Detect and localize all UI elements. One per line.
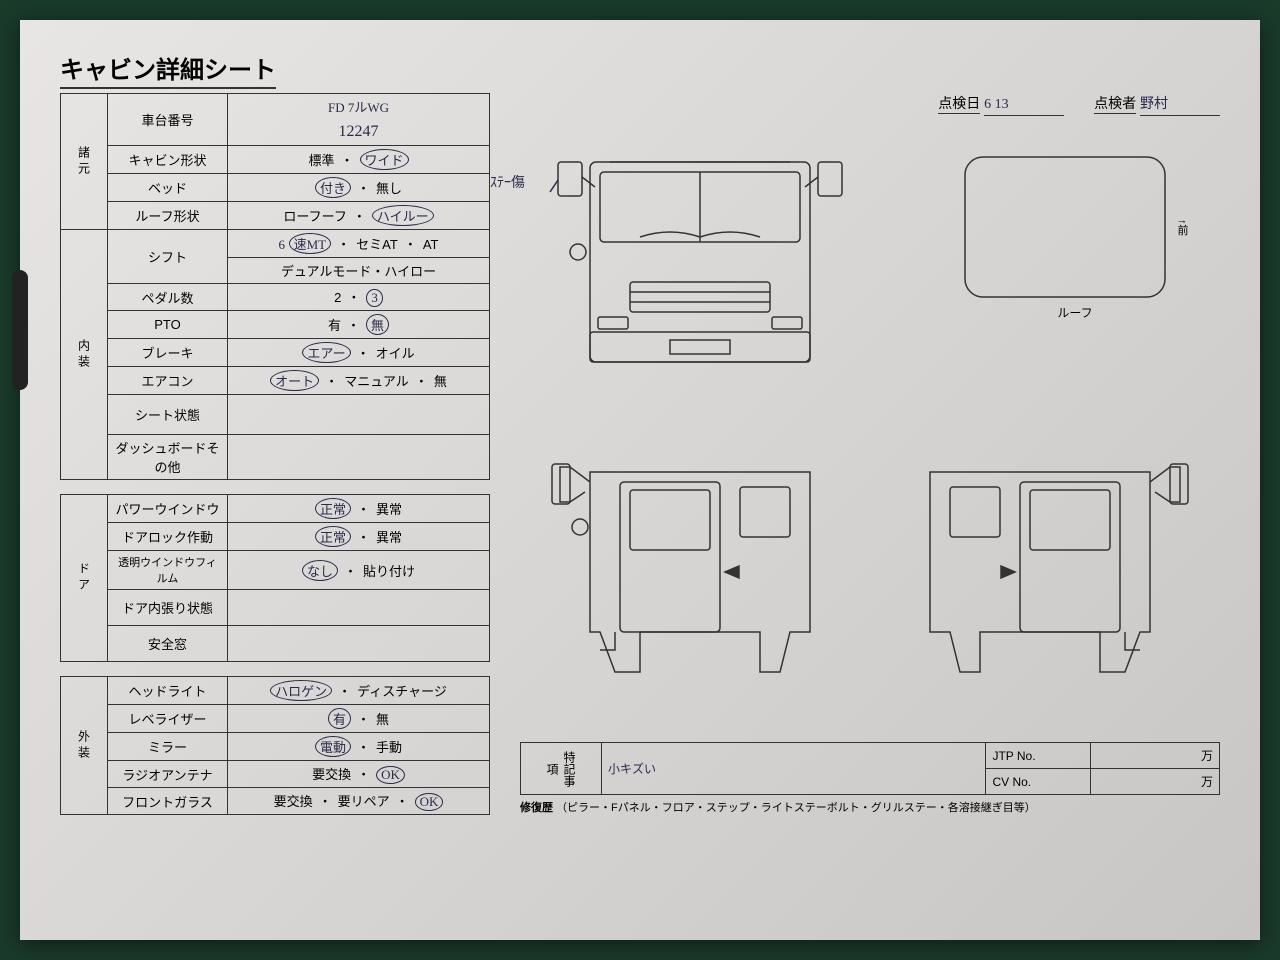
- shift-value-row1: 6 速MT・セミAT・AT: [228, 230, 490, 258]
- insp-date-label: 点検日: [938, 95, 980, 114]
- door-table: ドア パワーウインドウ 正常・異常 ドアロック作動 正常・異常 透明ウインドウフ…: [60, 494, 490, 662]
- truck-side-right-icon: [890, 432, 1210, 702]
- lock-label: ドアロック作動: [108, 523, 228, 551]
- cabin-shape-value: 標準・ワイド: [228, 146, 490, 174]
- cv-label: CV No.: [986, 769, 1091, 795]
- inspector-value: 野村: [1140, 93, 1220, 116]
- roof-diagram: ↑前 ルーフ: [960, 152, 1190, 321]
- safety-label: 安全窓: [108, 626, 228, 662]
- safety-value: [228, 626, 490, 662]
- stay-note: ｽﾃｰ傷: [490, 172, 525, 192]
- head-value: ハロゲン・ディスチャージ: [228, 677, 490, 705]
- head-label: ヘッドライト: [108, 677, 228, 705]
- shift-label: シフト: [108, 230, 228, 284]
- spec-table: 諸元 車台番号 FD 7ルWG 12247 キャビン形状 標準・ワイド ベッド …: [60, 93, 490, 480]
- roof-shape-label: ルーフ形状: [108, 202, 228, 230]
- lock-value: 正常・異常: [228, 523, 490, 551]
- inner-label: ドア内張り状態: [108, 590, 228, 626]
- notes-table: 特記事項 小キズい JTP No. 万 CV No. 万: [520, 742, 1220, 795]
- brake-value: エアー・オイル: [228, 339, 490, 367]
- insp-date-value: 6 13: [984, 97, 1064, 116]
- radio-value: 要交換・OK: [228, 761, 490, 788]
- right-column: 点検日 6 13 点検者 野村 ｽﾃｰ傷: [520, 93, 1220, 829]
- film-label: 透明ウインドウフィルム: [108, 551, 228, 590]
- cabin-shape-label: キャビン形状: [108, 146, 228, 174]
- pw-value: 正常・異常: [228, 495, 490, 523]
- dash-value: [228, 435, 490, 480]
- brake-label: ブレーキ: [108, 339, 228, 367]
- truck-roof-icon: [960, 152, 1170, 302]
- repair-label: 修復歴: [520, 802, 553, 814]
- ac-value: オート・マニュアル・無: [228, 367, 490, 395]
- bed-label: ベッド: [108, 174, 228, 202]
- notes-text: 小キズい: [608, 762, 656, 776]
- pedal-value: 2・3: [228, 284, 490, 311]
- pw-label: パワーウインドウ: [108, 495, 228, 523]
- radio-label: ラジオアンテナ: [108, 761, 228, 788]
- door-section-label: ドア: [61, 495, 108, 662]
- roof-shape-value: ローフーフ・ハイルー: [228, 202, 490, 230]
- inspector-label: 点検者: [1094, 95, 1136, 114]
- glass-value: 要交換・要リペア・OK: [228, 788, 490, 815]
- dash-label: ダッシュボードその他: [108, 435, 228, 480]
- interior-section-label: 内装: [61, 230, 108, 480]
- page-title: キャビン詳細シート: [60, 50, 276, 89]
- repair-history: 修復歴 （ピラー・Fパネル・フロア・ステップ・ライトステーボルト・グリルステー・…: [520, 799, 1220, 815]
- pto-label: PTO: [108, 311, 228, 339]
- shift-value-row2: デュアルモード・ハイロー: [228, 258, 490, 284]
- ac-label: エアコン: [108, 367, 228, 395]
- jtp-label: JTP No.: [986, 743, 1091, 769]
- mirror-label: ミラー: [108, 733, 228, 761]
- truck-front-icon: [540, 132, 860, 402]
- clipboard-clip: [12, 270, 28, 390]
- cv-unit: 万: [1091, 769, 1220, 795]
- film-value: なし・貼り付け: [228, 551, 490, 590]
- jtp-unit: 万: [1091, 743, 1220, 769]
- exterior-table: 外装 ヘッドライト ハロゲン・ディスチャージ レベライザー 有・無 ミラー 電動…: [60, 676, 490, 815]
- inner-value: [228, 590, 490, 626]
- chassis-val2: 12247: [339, 123, 379, 140]
- exterior-section-label: 外装: [61, 677, 108, 815]
- repair-text: （ピラー・Fパネル・フロア・ステップ・ライトステーボルト・グリルステー・各溶接継…: [556, 802, 1036, 814]
- pedal-label: ペダル数: [108, 284, 228, 311]
- seat-value: [228, 395, 490, 435]
- glass-label: フロントガラス: [108, 788, 228, 815]
- level-value: 有・無: [228, 705, 490, 733]
- chassis-val1: FD 7ルWG: [328, 100, 389, 115]
- bed-value: 付き・無し: [228, 174, 490, 202]
- front-arrow-label: ↑前: [1174, 219, 1190, 236]
- inspection-sheet: キャビン詳細シート 諸元 車台番号 FD 7ルWG 12247 キャビン形状 標…: [20, 20, 1260, 940]
- mirror-value: 電動・手動: [228, 733, 490, 761]
- level-label: レベライザー: [108, 705, 228, 733]
- chassis-label: 車台番号: [108, 94, 228, 146]
- inspection-header: 点検日 6 13 点検者 野村: [520, 93, 1220, 116]
- left-column: 諸元 車台番号 FD 7ルWG 12247 キャビン形状 標準・ワイド ベッド …: [60, 93, 490, 829]
- spec-section-label: 諸元: [61, 94, 108, 230]
- pto-value: 有・無: [228, 311, 490, 339]
- roof-label: ルーフ: [960, 304, 1190, 321]
- truck-side-left-icon: [530, 432, 850, 702]
- seat-label: シート状態: [108, 395, 228, 435]
- truck-drawings: ｽﾃｰ傷: [520, 122, 1220, 742]
- notes-section-label: 特記事項: [521, 743, 602, 795]
